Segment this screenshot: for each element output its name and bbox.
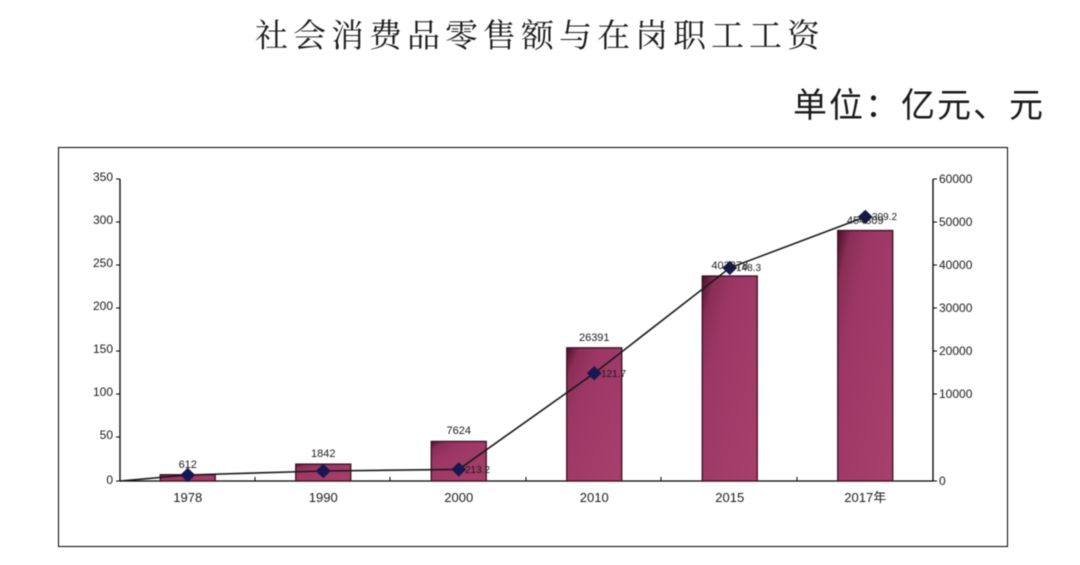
svg-text:250: 250 xyxy=(93,256,113,270)
svg-text:2017年: 2017年 xyxy=(844,490,886,505)
svg-text:50000: 50000 xyxy=(939,215,973,229)
svg-text:40000: 40000 xyxy=(939,258,973,272)
svg-text:300: 300 xyxy=(93,213,113,227)
svg-text:2015: 2015 xyxy=(715,490,744,505)
svg-text:1842: 1842 xyxy=(311,448,335,460)
svg-text:121.7: 121.7 xyxy=(601,369,626,380)
svg-text:7624: 7624 xyxy=(447,425,471,437)
svg-text:350: 350 xyxy=(93,170,113,184)
svg-text:30000: 30000 xyxy=(939,301,973,315)
svg-text:309.2: 309.2 xyxy=(872,212,897,223)
svg-text:150: 150 xyxy=(93,342,113,356)
svg-text:26391: 26391 xyxy=(579,332,610,344)
svg-text:2010: 2010 xyxy=(580,490,609,505)
svg-text:20000: 20000 xyxy=(939,344,973,358)
svg-text:0: 0 xyxy=(106,473,113,487)
svg-text:60000: 60000 xyxy=(939,172,973,186)
svg-text:100: 100 xyxy=(93,385,113,399)
svg-text:0: 0 xyxy=(939,474,946,488)
svg-text:50: 50 xyxy=(100,428,114,442)
svg-text:10000: 10000 xyxy=(939,387,973,401)
svg-text:612: 612 xyxy=(179,459,197,471)
svg-text:200: 200 xyxy=(93,299,113,313)
svg-text:1990: 1990 xyxy=(309,490,338,505)
svg-text:2000: 2000 xyxy=(444,490,473,505)
svg-text:148.3: 148.3 xyxy=(736,263,761,274)
svg-text:1978: 1978 xyxy=(173,490,202,505)
svg-text:213.2: 213.2 xyxy=(465,465,490,476)
